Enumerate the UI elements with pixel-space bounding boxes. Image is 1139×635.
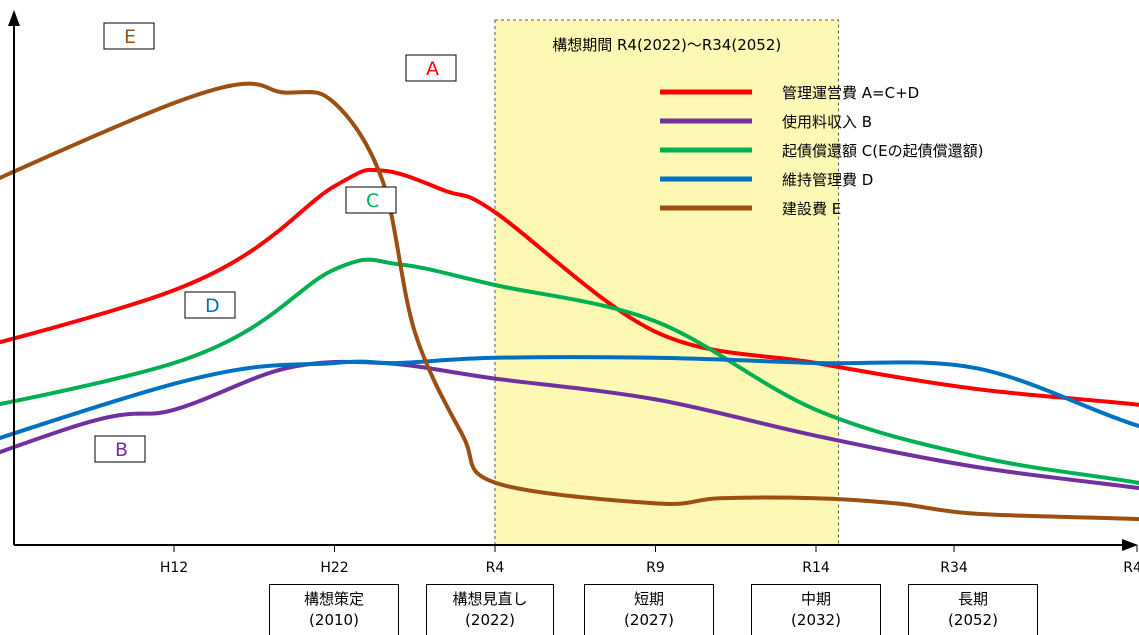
callout-box-C	[345, 186, 397, 214]
callout-label-A: A	[426, 58, 439, 80]
x-tick-label: R34	[940, 560, 968, 576]
series-line-E	[0, 81, 1139, 522]
phase-year: (2032)	[791, 611, 841, 629]
callout-label-C: C	[366, 190, 379, 212]
phase-box: 構想策定 (2010)	[269, 584, 399, 635]
phase-year: (2052)	[948, 611, 998, 629]
legend: 管理運営費 A=C+D 使用料収入 B 起債償還額 C(Eの起債償還額) 維持管理費 …	[660, 84, 983, 218]
legend-label-A: 管理運営費 A=C+D	[782, 84, 919, 102]
x-tick-label: R4	[486, 560, 505, 576]
phase-label: 中期	[800, 590, 831, 608]
legend-label-E: 建設費 E	[782, 200, 841, 218]
series-callouts: A B C D E	[94, 22, 457, 463]
phase-label: 短期	[633, 590, 664, 608]
phase-year: (2027)	[624, 611, 674, 629]
axes	[8, 10, 1138, 551]
phase-box: 中期 (2032)	[751, 584, 881, 635]
x-tick-label: R14	[802, 560, 830, 576]
x-tick-label: H22	[320, 560, 348, 576]
callout-box-D	[184, 291, 236, 319]
x-axis-arrow-icon	[1122, 539, 1138, 551]
callout-label-E: E	[124, 26, 136, 48]
callout-label-D: D	[205, 295, 220, 317]
phase-label: 構想策定	[303, 590, 364, 608]
x-tick-label: R42	[1123, 560, 1139, 576]
x-tick-label: R9	[646, 560, 665, 576]
phase-year: (2010)	[309, 611, 359, 629]
legend-label-B: 使用料収入 B	[782, 113, 872, 131]
callout-box-E	[103, 22, 155, 50]
concept-period-label: 構想期間 R4(2022)～R34(2052)	[552, 36, 781, 54]
phase-box: 短期 (2027)	[584, 584, 714, 635]
callout-box-B	[94, 435, 146, 463]
series-line-C	[0, 257, 1139, 485]
phase-box: 長期 (2052)	[908, 584, 1038, 635]
x-tick-label: H12	[160, 560, 188, 576]
concept-period-band	[494, 19, 839, 546]
callout-box-A	[405, 54, 457, 82]
x-ticks: H12 H22 R4 R9 R14 R34 R42	[160, 545, 1139, 576]
series-line-D	[0, 355, 1139, 441]
legend-label-D: 維持管理費 D	[782, 171, 873, 189]
phase-year: (2022)	[465, 611, 515, 629]
phase-box: 構想見直し (2022)	[426, 584, 554, 635]
series-line-A	[0, 167, 1139, 407]
legend-label-C: 起債償還額 C(Eの起債償還額)	[782, 142, 983, 160]
y-axis-arrow-icon	[8, 10, 20, 26]
callout-label-B: B	[115, 439, 128, 461]
series-line-B	[0, 359, 1139, 491]
phase-label: 構想見直し	[452, 590, 528, 608]
series-layer	[0, 81, 1139, 522]
phase-label: 長期	[957, 590, 988, 608]
